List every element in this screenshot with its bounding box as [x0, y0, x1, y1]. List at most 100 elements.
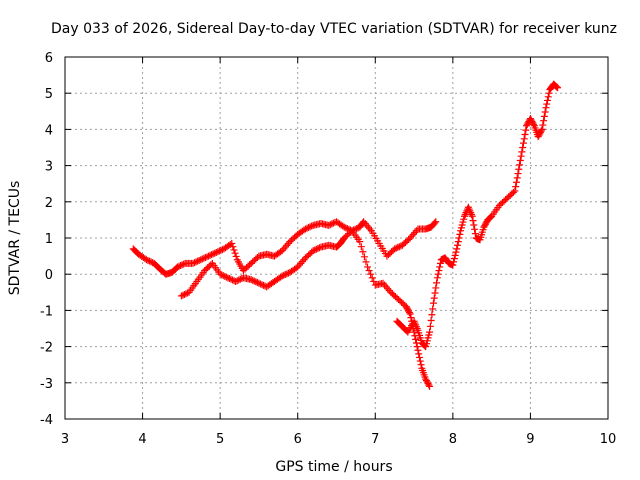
- data-point: [284, 239, 292, 247]
- series-1: [129, 218, 440, 278]
- data-point: [545, 89, 553, 97]
- data-point: [381, 281, 389, 289]
- data-point: [455, 234, 463, 242]
- data-point: [430, 294, 438, 302]
- data-point: [194, 257, 202, 265]
- data-point: [278, 272, 286, 280]
- data-point: [343, 225, 351, 233]
- data-point: [432, 284, 440, 292]
- y-tick-label: -3: [40, 377, 53, 392]
- data-point: [540, 112, 548, 120]
- data-point: [486, 214, 494, 222]
- data-point: [470, 221, 478, 229]
- data-point: [456, 230, 464, 238]
- data-point: [232, 252, 240, 260]
- data-point: [256, 280, 264, 288]
- data-point: [385, 286, 393, 294]
- data-point: [433, 279, 441, 287]
- data-point: [281, 271, 289, 279]
- data-point: [391, 245, 399, 253]
- data-point: [395, 243, 403, 251]
- data-point: [197, 256, 205, 264]
- data-point: [217, 246, 225, 254]
- data-point: [178, 261, 186, 269]
- data-point: [429, 305, 437, 313]
- data-point: [301, 225, 309, 233]
- data-point: [452, 248, 460, 256]
- data-point: [232, 277, 240, 285]
- data-point: [225, 275, 233, 283]
- data-point: [471, 225, 479, 233]
- data-point: [394, 243, 402, 251]
- data-point: [359, 248, 367, 256]
- axis-ticks: 3 4 5 6 7 8 9 10 -4 -3 -2 -1 0 1 2 3 4 5 6: [40, 51, 616, 447]
- data-point: [212, 248, 220, 256]
- data-point: [228, 239, 236, 247]
- data-point: [512, 178, 520, 186]
- chart-title: Day 033 of 2026, Sidereal Day-to-day VTE…: [51, 21, 617, 37]
- data-point: [216, 270, 224, 278]
- data-point: [247, 276, 255, 284]
- data-point: [249, 276, 257, 284]
- data-point: [368, 274, 376, 282]
- data-point: [255, 279, 263, 287]
- data-point: [221, 272, 229, 280]
- x-tick-label: 7: [371, 432, 379, 447]
- data-point: [431, 289, 439, 297]
- data-point: [325, 221, 333, 229]
- data-point: [539, 121, 547, 129]
- data-point: [370, 277, 378, 285]
- data-point: [436, 259, 444, 267]
- data-point: [253, 279, 261, 287]
- data-point: [543, 96, 551, 104]
- data-point: [379, 279, 387, 287]
- data-point: [195, 256, 203, 264]
- data-point: [537, 127, 545, 135]
- data-point: [425, 381, 433, 389]
- data-point: [180, 260, 188, 268]
- data-point: [552, 82, 560, 90]
- data-point: [231, 249, 239, 257]
- data-point: [360, 253, 368, 261]
- data-point: [308, 222, 316, 230]
- data-point: [230, 246, 238, 254]
- data-point: [382, 283, 390, 291]
- data-point: [520, 135, 528, 143]
- data-point: [303, 224, 311, 232]
- data-point: [451, 251, 459, 259]
- data-point: [235, 276, 243, 284]
- data-point: [315, 244, 323, 252]
- data-point: [454, 241, 462, 249]
- data-point: [142, 256, 150, 264]
- data-point: [428, 311, 436, 319]
- data-point: [519, 139, 527, 147]
- data-point: [146, 257, 154, 265]
- data-point: [312, 245, 320, 253]
- data-point: [512, 183, 520, 191]
- data-point: [258, 281, 266, 289]
- data-point: [384, 285, 392, 293]
- data-point: [511, 187, 519, 195]
- data-point: [514, 170, 522, 178]
- data-point: [453, 245, 461, 253]
- data-point: [191, 259, 199, 267]
- data-point: [200, 254, 208, 262]
- data-point: [435, 267, 443, 275]
- data-point: [427, 317, 435, 325]
- data-point: [311, 246, 319, 254]
- x-axis-label: GPS time / hours: [275, 459, 392, 475]
- x-tick-label: 5: [216, 432, 224, 447]
- data-point: [522, 126, 530, 134]
- data-point: [431, 219, 439, 227]
- data-point: [519, 144, 527, 151]
- data-point: [405, 309, 413, 317]
- data-point: [208, 251, 216, 259]
- data-point: [219, 272, 227, 280]
- data-point: [366, 225, 374, 233]
- data-point: [412, 335, 420, 343]
- data-point: [342, 224, 350, 232]
- data-point: [411, 229, 419, 237]
- data-point: [280, 271, 288, 279]
- data-point: [182, 290, 190, 298]
